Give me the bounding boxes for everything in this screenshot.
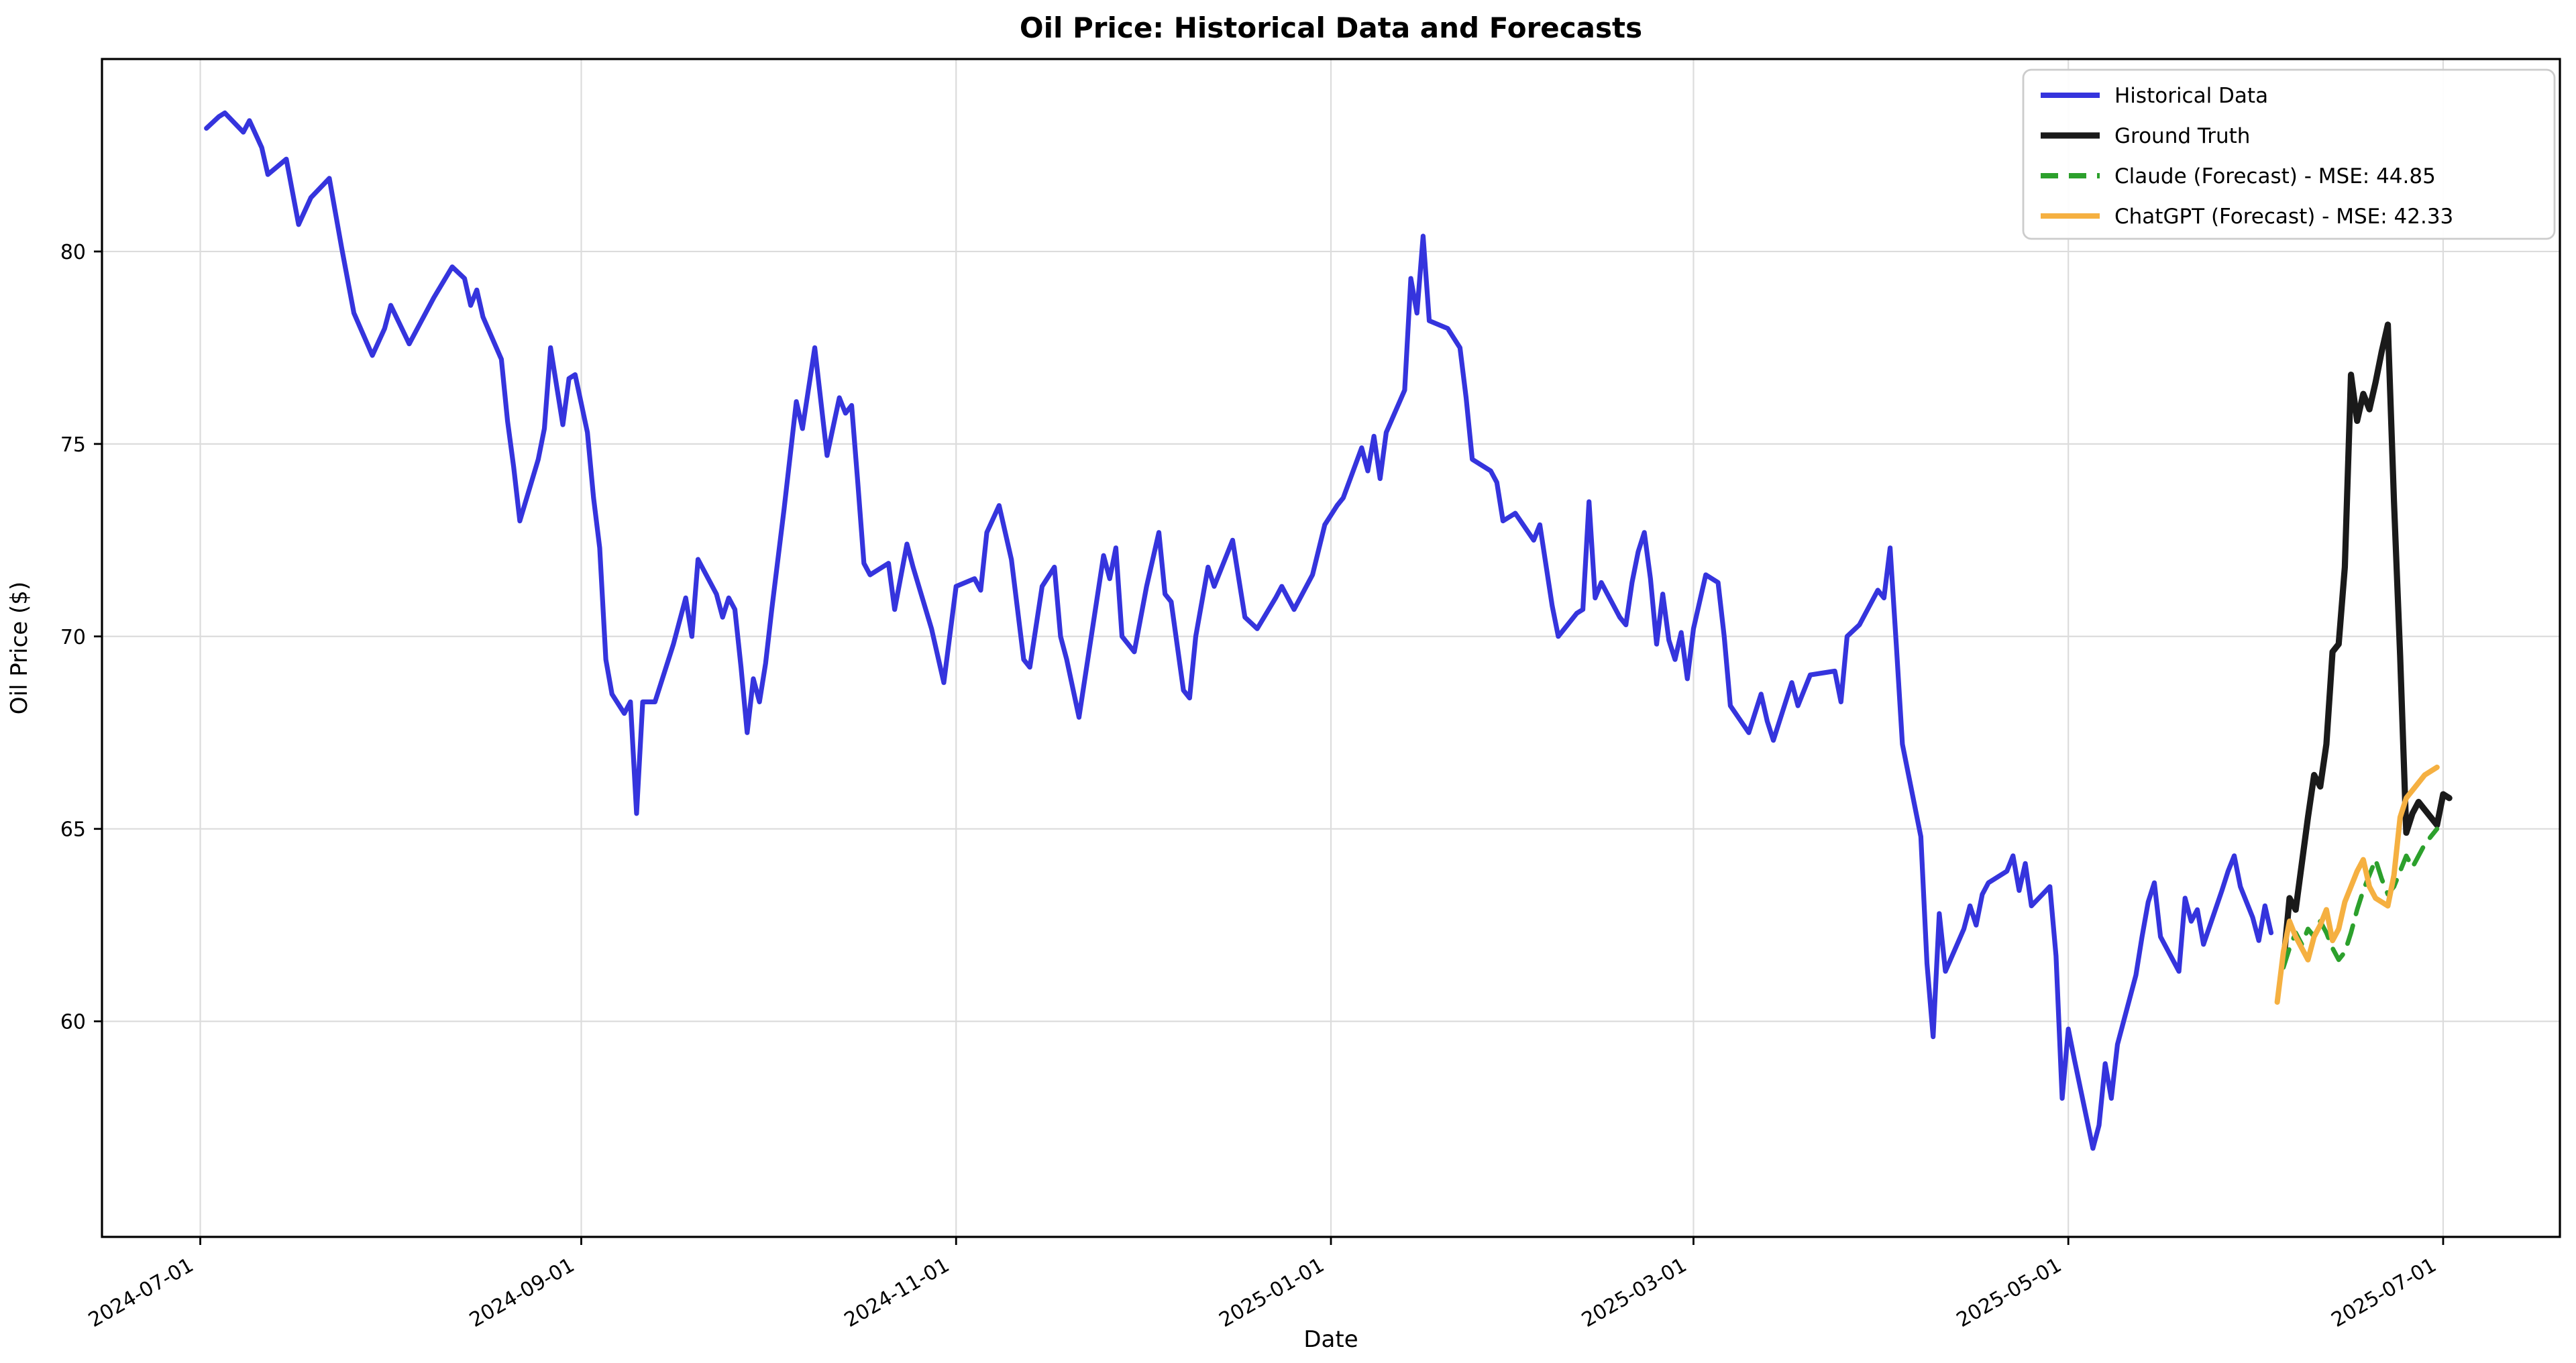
x-tick-label: 2025-01-01	[1216, 1254, 1328, 1332]
legend-box	[2022, 68, 2556, 240]
legend-label-chatgpt: ChatGPT (Forecast) - MSE: 42.33	[2114, 205, 2453, 229]
historical-data-line	[204, 110, 2274, 1151]
legend-item-chatgpt: ChatGPT (Forecast) - MSE: 42.33	[2041, 205, 2453, 229]
ground-truth-line	[2280, 321, 2453, 967]
x-tick-label: 2025-05-01	[1953, 1254, 2065, 1332]
y-tick-label: 80	[60, 241, 86, 264]
x-tick-label: 2024-11-01	[841, 1254, 953, 1332]
legend-item-historical: Historical Data	[2041, 84, 2268, 108]
legend-label-ground-truth: Ground Truth	[2114, 124, 2250, 148]
x-axis-label: Date	[1303, 1326, 1358, 1353]
x-tick-label: 2024-07-01	[85, 1254, 197, 1332]
chart-title: Oil Price: Historical Data and Forecasts	[1020, 11, 1642, 44]
plot-border	[101, 58, 2561, 1238]
x-tick-label: 2024-09-01	[466, 1254, 578, 1332]
y-tick-label: 65	[60, 818, 86, 842]
legend-item-claude: Claude (Forecast) - MSE: 44.85	[2041, 164, 2436, 188]
legend-item-ground-truth: Ground Truth	[2041, 124, 2250, 148]
legend-label-claude: Claude (Forecast) - MSE: 44.85	[2114, 164, 2436, 188]
legend: Historical Data Ground Truth Claude (For…	[2022, 68, 2556, 240]
y-tick-label: 60	[60, 1011, 86, 1034]
y-tick-label: 75	[60, 433, 86, 457]
legend-label-historical: Historical Data	[2114, 84, 2268, 108]
x-tick-label: 2025-07-01	[2327, 1254, 2440, 1332]
claude-forecast-line	[2281, 826, 2440, 970]
y-axis-label: Oil Price ($)	[6, 582, 33, 714]
series-layer	[204, 110, 2453, 1151]
chatgpt-forecast-line	[2274, 764, 2440, 1005]
x-tick-label: 2025-03-01	[1578, 1254, 1690, 1332]
y-tick-label: 70	[60, 626, 86, 649]
